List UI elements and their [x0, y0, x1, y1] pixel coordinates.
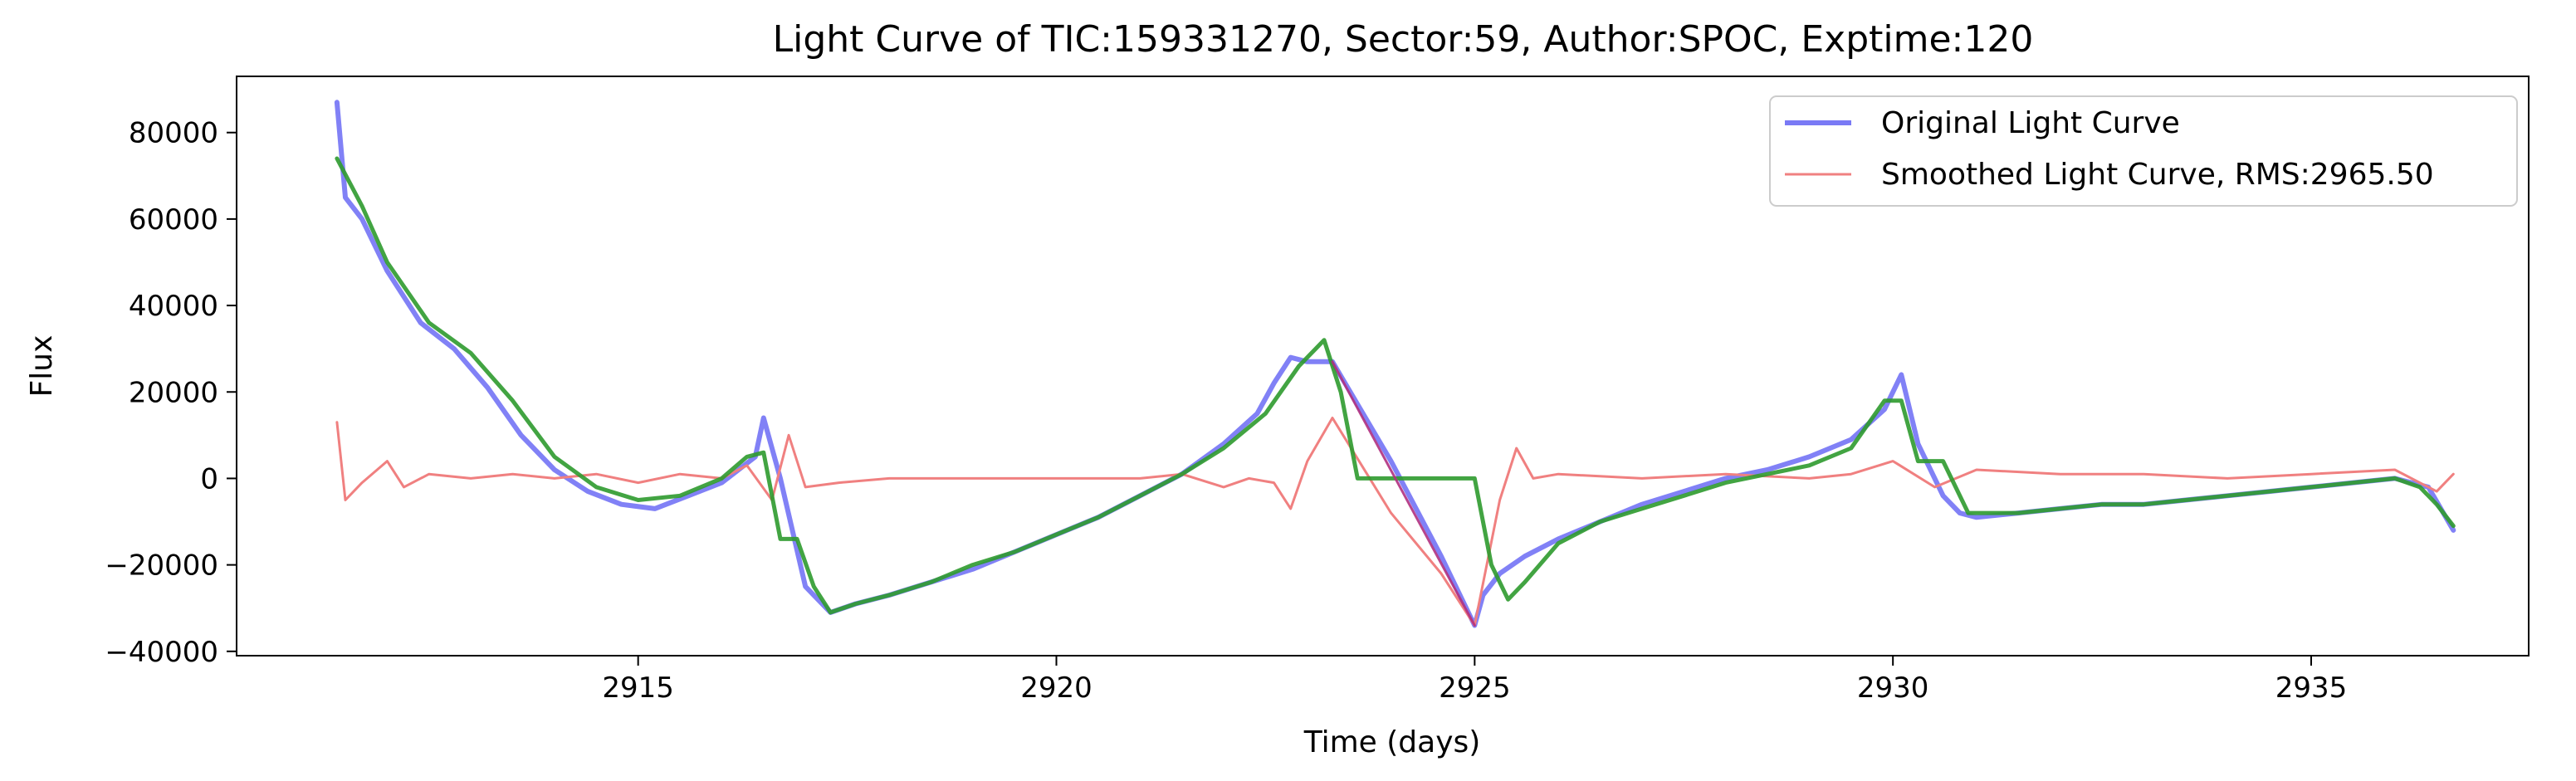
x-tick-label: 2935 — [2275, 671, 2348, 705]
series-line-4 — [1331, 360, 1476, 627]
legend: Original Light Curve Smoothed Light Curv… — [1769, 95, 2518, 207]
y-tick-label: 20000 — [129, 376, 218, 409]
y-tick-label: −40000 — [105, 636, 218, 669]
y-tick-label: 60000 — [129, 203, 218, 237]
series-line-2 — [335, 417, 2455, 627]
x-tick-label: 2930 — [1857, 671, 1929, 705]
y-tick-label: 80000 — [129, 117, 218, 150]
x-axis: 2915 2920 2925 2930 2935 — [602, 656, 2347, 705]
y-tick-label: 40000 — [129, 290, 218, 323]
x-tick-label: 2925 — [1439, 671, 1511, 705]
x-tick-label: 2915 — [602, 671, 674, 705]
y-tick-label: −20000 — [105, 549, 218, 583]
chart-title: Light Curve of TIC:159331270, Sector:59,… — [773, 18, 2034, 61]
series-line-3 — [335, 156, 2456, 615]
y-axis: −40000 −20000 0 20000 40000 60000 80000 — [105, 117, 237, 669]
plot-area — [236, 76, 2530, 657]
legend-label-original: Original Light Curve — [1881, 106, 2180, 140]
y-axis-title: Flux — [25, 335, 59, 398]
x-axis-title: Time (days) — [1303, 725, 1481, 759]
plot-frame — [236, 76, 2530, 657]
legend-box — [1769, 95, 2518, 207]
y-tick-label: 0 — [200, 462, 218, 495]
x-tick-label: 2920 — [1020, 671, 1092, 705]
series-layer — [334, 100, 2456, 628]
legend-label-smoothed: Smoothed Light Curve, RMS:2965.50 — [1881, 158, 2434, 192]
